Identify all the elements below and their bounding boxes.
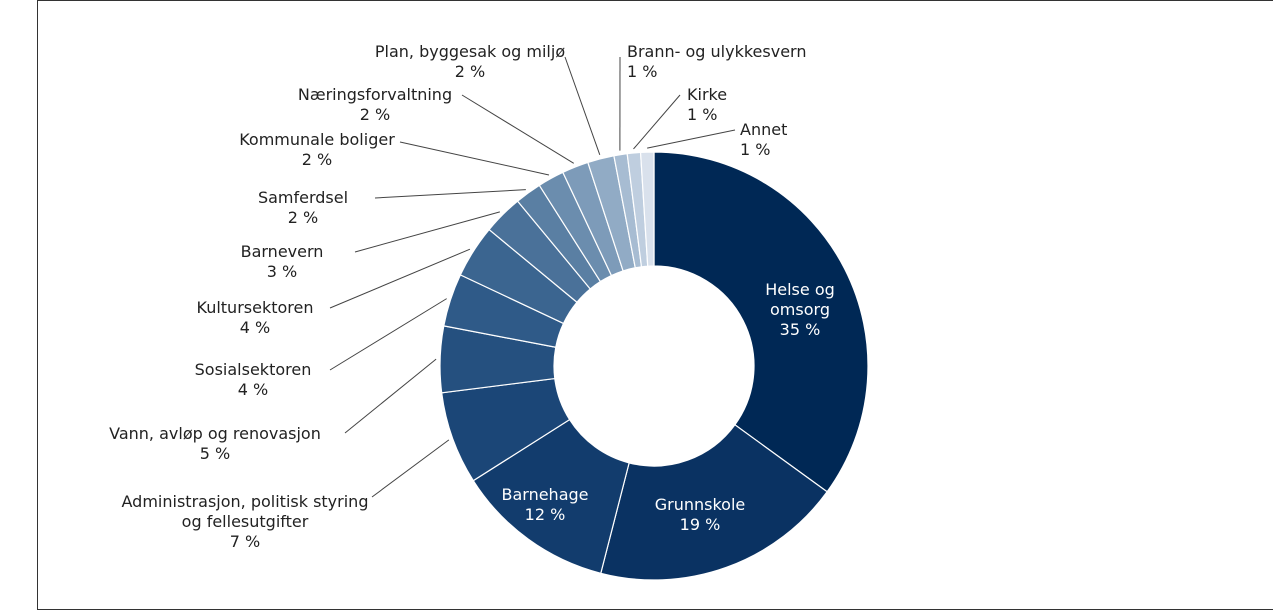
leader-line (461, 94, 575, 164)
category-label: Vann, avløp og renovasjon (109, 424, 321, 443)
category-label: Kirke (687, 85, 728, 104)
category-label: Barnevern (240, 242, 324, 261)
category-label: Samferdsel (257, 188, 349, 207)
slice-label: Vann, avløp og renovasjon 5 % (109, 424, 321, 464)
leader-line (647, 129, 736, 149)
category-label: Grunnskole (654, 495, 746, 514)
value-label: 7 % (229, 532, 261, 551)
category-label: Brann- og ulykkesvern (627, 42, 807, 61)
leader-line (564, 56, 601, 156)
slice-label: Brann- og ulykkesvern 1 % (627, 42, 806, 82)
slice-label: Samferdsel 2 % (258, 188, 348, 228)
category-label: Administrasjon, politisk styring og fell… (121, 492, 369, 531)
value-label: 1 % (687, 105, 718, 124)
category-label: Kultursektoren (196, 298, 314, 317)
value-label: 3 % (266, 262, 298, 281)
value-label: 4 % (237, 380, 269, 399)
value-label: 1 % (627, 62, 658, 81)
donut-slice (639, 151, 655, 267)
slice-label: Plan, byggesak og miljø 2 % (375, 42, 565, 82)
leader-line (374, 189, 526, 199)
value-label: 2 % (301, 150, 333, 169)
slice-label: Kultursektoren 4 % (197, 298, 314, 338)
slice-label: Kommunale boliger 2 % (239, 130, 395, 170)
category-label: Kommunale boliger (239, 130, 395, 149)
value-label: 2 % (287, 208, 319, 227)
slice-label: Helse og omsorg 35 % (750, 280, 850, 340)
value-label: 5 % (199, 444, 231, 463)
category-label: Plan, byggesak og miljø (374, 42, 566, 61)
value-label: 2 % (454, 62, 486, 81)
slice-label: Administrasjon, politisk styring og fell… (110, 492, 380, 552)
category-label: Annet (740, 120, 788, 139)
category-label: Sosialsektoren (194, 360, 312, 379)
value-label: 1 % (740, 140, 771, 159)
slice-label: Kirke 1 % (687, 85, 727, 125)
value-label: 2 % (359, 105, 391, 124)
value-label: 19 % (679, 515, 721, 534)
leader-line (371, 439, 450, 498)
leader-line (633, 94, 681, 150)
donut-slice (600, 423, 828, 581)
leader-line (354, 211, 500, 253)
value-label: 4 % (239, 318, 271, 337)
slice-label: Sosialsektoren 4 % (195, 360, 312, 400)
slice-label: Barnehage 12 % (501, 485, 588, 525)
leader-line (344, 358, 437, 434)
value-label: 12 % (524, 505, 566, 524)
value-label: 35 % (779, 320, 821, 339)
category-label: Næringsforvaltning (297, 85, 453, 104)
category-label: Barnehage (501, 485, 589, 504)
category-label: Helse og omsorg (765, 280, 835, 319)
slice-label: Grunnskole 19 % (655, 495, 746, 535)
slice-label: Annet 1 % (740, 120, 787, 160)
slice-label: Barnevern 3 % (241, 242, 324, 282)
leader-line (329, 248, 471, 309)
slice-label: Næringsforvaltning 2 % (298, 85, 452, 125)
donut-slice (653, 151, 869, 493)
leader-line (399, 141, 550, 176)
leader-line (329, 298, 447, 371)
